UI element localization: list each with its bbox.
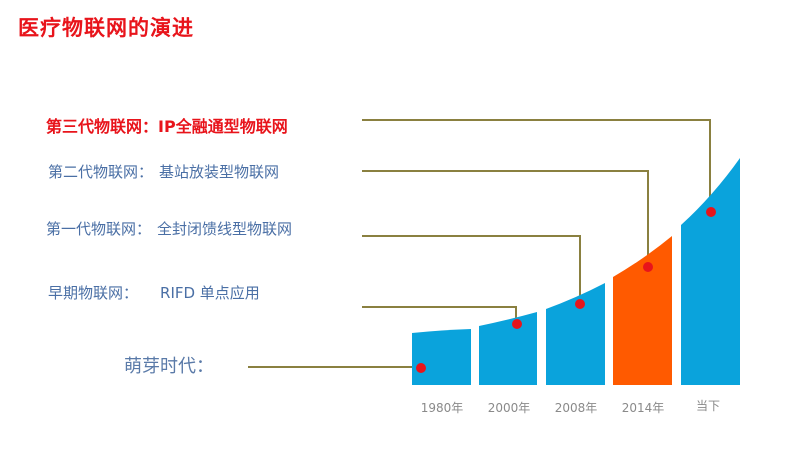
connector-third-gen [362, 119, 711, 210]
stage-desc: 基站放装型物联网 [159, 163, 280, 181]
stage-label-budding: 萌芽时代： [124, 352, 214, 378]
milestone-dot-2000 [512, 319, 522, 329]
year-label-2000: 2000年 [487, 401, 531, 415]
milestone-dot-1980 [416, 363, 426, 373]
stage-label-early: 早期物联网： RIFD 单点应用 [48, 282, 260, 303]
stage-name: 早期物联网： [48, 284, 139, 302]
stage-label-first-gen: 第一代物联网： 全封闭馈线型物联网 [46, 218, 292, 239]
bar-now [681, 158, 740, 385]
milestone-dot-2014 [643, 262, 653, 272]
stage-name: 第二代物联网： [48, 163, 154, 181]
stage-name: 萌芽时代： [124, 356, 214, 377]
bar-2000 [479, 312, 537, 385]
connector-early [362, 306, 517, 323]
stage-name: 第三代物联网： [46, 117, 159, 136]
bar-2014 [613, 236, 672, 385]
year-label-2014: 2014年 [621, 401, 665, 415]
year-label-1980: 1980年 [420, 401, 464, 415]
stage-label-third-gen: 第三代物联网：IP全融通型物联网 [46, 113, 288, 137]
bar-2008 [546, 283, 605, 385]
connector-first-gen [362, 235, 581, 303]
year-label-now: 当下 [695, 399, 720, 413]
stage-desc: RIFD 单点应用 [160, 284, 260, 302]
milestone-dot-now [706, 207, 716, 217]
bar-1980 [412, 329, 471, 385]
connector-second-gen [362, 170, 649, 266]
stage-desc: 全封闭馈线型物联网 [157, 220, 293, 238]
stage-name: 第一代物联网： [46, 220, 152, 238]
milestone-dot-2008 [575, 299, 585, 309]
page-title: 医疗物联网的演进 [18, 16, 194, 40]
year-label-2008: 2008年 [554, 401, 598, 415]
stage-label-second-gen: 第二代物联网： 基站放装型物联网 [48, 161, 279, 182]
stage-desc: IP全融通型物联网 [158, 117, 288, 136]
